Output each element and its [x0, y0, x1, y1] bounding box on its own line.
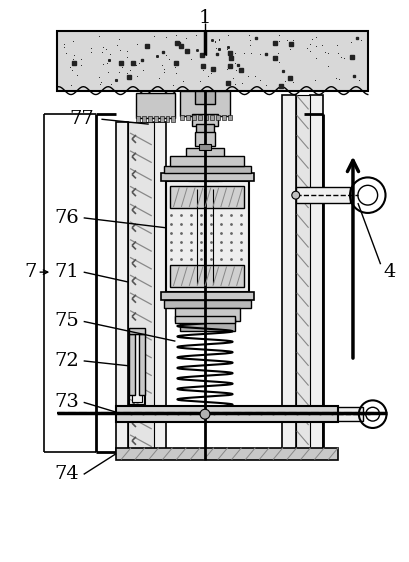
Bar — [116, 406, 337, 422]
Bar — [180, 115, 184, 120]
Bar — [209, 115, 213, 120]
Text: 75: 75 — [54, 312, 79, 330]
Text: 4: 4 — [382, 263, 395, 281]
Bar — [180, 319, 234, 332]
Bar — [204, 115, 207, 120]
Bar — [136, 93, 175, 118]
Bar — [116, 448, 337, 460]
Bar — [116, 122, 128, 452]
Text: 7: 7 — [24, 263, 36, 281]
Circle shape — [200, 409, 209, 419]
Bar — [165, 182, 249, 292]
Bar — [227, 115, 231, 120]
Bar — [132, 334, 142, 402]
Bar — [129, 334, 135, 396]
Bar — [190, 162, 219, 174]
Circle shape — [291, 191, 299, 199]
Bar — [170, 156, 244, 166]
Bar — [195, 132, 214, 146]
Bar — [159, 116, 163, 122]
Bar — [175, 307, 239, 321]
Bar — [175, 315, 234, 323]
Bar — [186, 148, 223, 164]
Bar — [165, 116, 169, 122]
Bar — [136, 116, 139, 122]
Bar — [171, 116, 175, 122]
Text: 76: 76 — [54, 209, 79, 227]
Text: 74: 74 — [54, 465, 79, 483]
Bar — [139, 334, 144, 396]
Text: 71: 71 — [54, 263, 79, 281]
Bar — [142, 116, 146, 122]
Bar — [188, 171, 221, 182]
Bar — [163, 300, 251, 307]
Bar — [308, 407, 362, 421]
Bar — [199, 144, 210, 150]
Bar — [281, 94, 295, 452]
Bar — [170, 265, 244, 287]
Text: 77: 77 — [69, 110, 94, 128]
Bar — [183, 407, 226, 417]
Bar — [128, 122, 153, 452]
Bar — [198, 115, 202, 120]
Bar — [170, 186, 244, 208]
Bar — [129, 332, 144, 405]
Text: 1: 1 — [198, 8, 211, 26]
Bar — [153, 122, 165, 452]
Bar — [195, 90, 214, 105]
Text: 72: 72 — [54, 352, 79, 370]
Bar — [192, 114, 217, 126]
Bar — [192, 115, 196, 120]
Bar — [186, 115, 190, 120]
Bar — [215, 115, 219, 120]
Bar — [309, 94, 323, 452]
Bar — [129, 328, 144, 334]
Bar — [295, 94, 309, 452]
Bar — [160, 292, 254, 300]
Bar — [221, 115, 225, 120]
Bar — [192, 171, 217, 182]
Text: 73: 73 — [54, 393, 79, 411]
Bar — [160, 174, 254, 182]
Bar — [180, 90, 229, 116]
Bar — [196, 124, 213, 134]
Bar — [147, 116, 151, 122]
Bar — [295, 187, 349, 203]
Bar — [57, 31, 367, 90]
Bar — [163, 166, 251, 174]
Bar — [153, 116, 157, 122]
